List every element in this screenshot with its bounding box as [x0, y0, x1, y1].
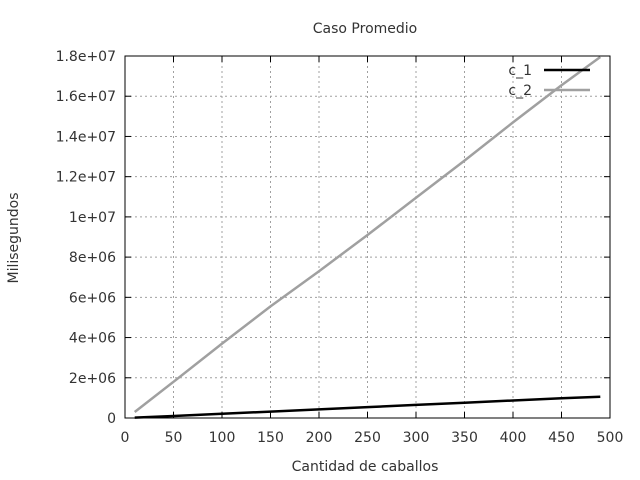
y-tick-label: 1e+07 — [69, 210, 116, 226]
legend-label-c-2: c_2 — [508, 83, 532, 99]
x-axis-label: Cantidad de caballos — [292, 459, 439, 475]
y-tick-label: 6e+06 — [69, 290, 116, 306]
y-tick-label: 1.6e+07 — [56, 89, 116, 105]
x-tick-label: 350 — [451, 430, 478, 446]
y-tick-label: 2e+06 — [69, 371, 116, 387]
y-tick-label: 1.8e+07 — [56, 49, 116, 65]
y-tick-label: 0 — [107, 411, 116, 427]
x-tick-label: 100 — [209, 430, 236, 446]
x-tick-label: 500 — [597, 430, 624, 446]
x-tick-label: 400 — [500, 430, 527, 446]
grid — [125, 56, 610, 418]
y-tick-label: 1.4e+07 — [56, 129, 116, 145]
x-tick-label: 450 — [548, 430, 575, 446]
series-line-c-1 — [134, 395, 601, 419]
series-line-c-2 — [133, 55, 602, 413]
x-tick-label: 300 — [403, 430, 430, 446]
x-tick-label: 200 — [306, 430, 333, 446]
y-tick-label: 8e+06 — [69, 250, 116, 266]
x-tick-label: 150 — [257, 430, 284, 446]
x-tick-label: 0 — [121, 430, 130, 446]
y-tick-label: 1.2e+07 — [56, 170, 116, 186]
chart-title: Caso Promedio — [313, 21, 417, 37]
y-axis-label: Milisegundos — [6, 192, 22, 283]
x-tick-label: 50 — [165, 430, 183, 446]
legend: c_1c_2 — [508, 63, 590, 99]
series-layer — [133, 55, 602, 419]
x-tick-label: 250 — [354, 430, 381, 446]
legend-label-c-1: c_1 — [508, 63, 532, 79]
ticks: 0 50 100 150 200 250 300 350 400 450 500 0 2e+06 4e+0… — [56, 49, 624, 446]
y-tick-label: 4e+06 — [69, 331, 116, 347]
